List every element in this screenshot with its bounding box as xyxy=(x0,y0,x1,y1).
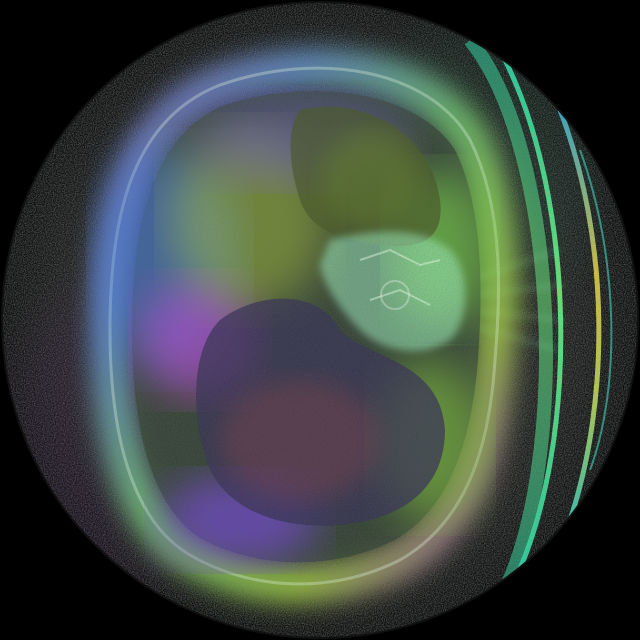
scan-border xyxy=(1,1,639,639)
scan-canvas xyxy=(0,0,640,640)
ct-scan-image xyxy=(0,0,640,640)
scan-field xyxy=(2,2,638,638)
